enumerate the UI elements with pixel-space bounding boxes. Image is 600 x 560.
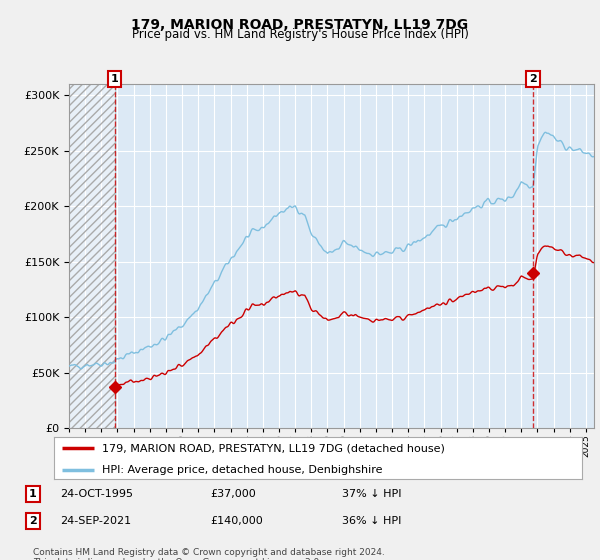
Text: 24-SEP-2021: 24-SEP-2021 [60, 516, 131, 526]
Text: 37% ↓ HPI: 37% ↓ HPI [342, 489, 401, 499]
Text: 2: 2 [529, 74, 537, 84]
Text: £37,000: £37,000 [210, 489, 256, 499]
Text: 1: 1 [29, 489, 37, 499]
Text: HPI: Average price, detached house, Denbighshire: HPI: Average price, detached house, Denb… [101, 465, 382, 474]
Text: 1: 1 [110, 74, 118, 84]
Text: Price paid vs. HM Land Registry's House Price Index (HPI): Price paid vs. HM Land Registry's House … [131, 28, 469, 41]
Text: 36% ↓ HPI: 36% ↓ HPI [342, 516, 401, 526]
Text: 179, MARION ROAD, PRESTATYN, LL19 7DG: 179, MARION ROAD, PRESTATYN, LL19 7DG [131, 18, 469, 32]
Text: 179, MARION ROAD, PRESTATYN, LL19 7DG (detached house): 179, MARION ROAD, PRESTATYN, LL19 7DG (d… [101, 443, 445, 453]
Text: £140,000: £140,000 [210, 516, 263, 526]
Bar [69, 84, 115, 428]
Text: Contains HM Land Registry data © Crown copyright and database right 2024.
This d: Contains HM Land Registry data © Crown c… [33, 548, 385, 560]
Bar [69, 84, 115, 428]
Text: 2: 2 [29, 516, 37, 526]
Text: 24-OCT-1995: 24-OCT-1995 [60, 489, 133, 499]
